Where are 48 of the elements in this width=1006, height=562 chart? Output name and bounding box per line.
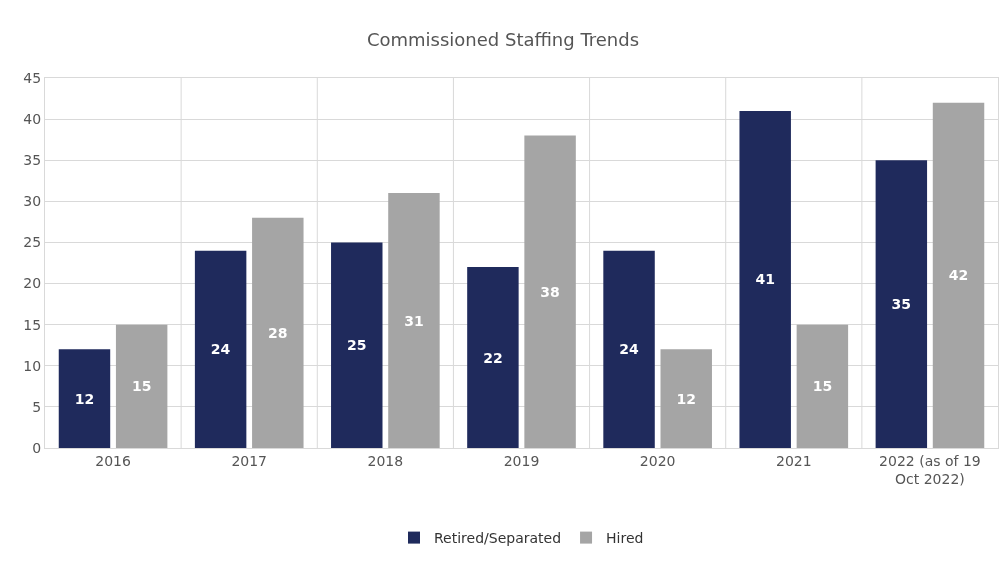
- x-tick-label: 2021: [775, 452, 812, 469]
- y-tick-label: 5: [32, 398, 42, 415]
- data-label: 41: [755, 271, 775, 288]
- data-label: 42: [948, 267, 969, 284]
- legend-label: Retired/Separated: [434, 530, 562, 547]
- y-tick-label: 0: [32, 439, 42, 456]
- bar: [739, 110, 791, 448]
- data-label: 15: [131, 378, 152, 395]
- y-tick-label: 40: [23, 111, 42, 128]
- y-tick-label: 30: [23, 193, 42, 210]
- chart-title: Commissioned Staffing Trends: [366, 29, 640, 51]
- x-tick-label: 2020: [639, 452, 676, 469]
- data-label: 15: [812, 378, 833, 395]
- data-label: 28: [268, 324, 288, 341]
- y-tick-label: 20: [23, 275, 42, 292]
- x-tick-label: 2022 (as of 19 Oct 2022): [879, 452, 981, 487]
- data-label: 12: [74, 390, 95, 407]
- bar: [603, 250, 655, 448]
- x-tick-label: 2017: [231, 452, 268, 469]
- data-label: 35: [891, 296, 912, 313]
- data-label: 12: [676, 390, 696, 407]
- y-tick-label: 45: [23, 69, 42, 86]
- x-tick-label: 2018: [367, 452, 404, 469]
- bar: [660, 349, 712, 448]
- bar: [388, 193, 440, 448]
- data-label: 24: [210, 341, 231, 358]
- bar: [796, 324, 849, 448]
- bar: [194, 250, 247, 448]
- y-tick-label: 25: [23, 234, 42, 251]
- bar: [932, 102, 985, 448]
- bar: [875, 160, 928, 448]
- legend-label: Hired: [606, 530, 644, 547]
- data-label: 24: [619, 341, 639, 358]
- data-label: 25: [347, 337, 367, 354]
- x-tick-label: 2019: [503, 452, 540, 469]
- bar: [115, 324, 168, 448]
- y-tick-label: 15: [23, 316, 42, 333]
- y-tick-label: 10: [23, 357, 42, 374]
- data-label: 22: [483, 349, 503, 366]
- bar: [331, 242, 383, 448]
- x-tick-label: 2016: [95, 452, 131, 469]
- bar: [467, 267, 519, 448]
- bar: [252, 217, 304, 448]
- data-label: 31: [404, 312, 424, 329]
- data-label: 38: [540, 283, 560, 300]
- bar: [58, 349, 111, 448]
- y-tick-label: 35: [23, 152, 42, 169]
- bar: [524, 135, 576, 448]
